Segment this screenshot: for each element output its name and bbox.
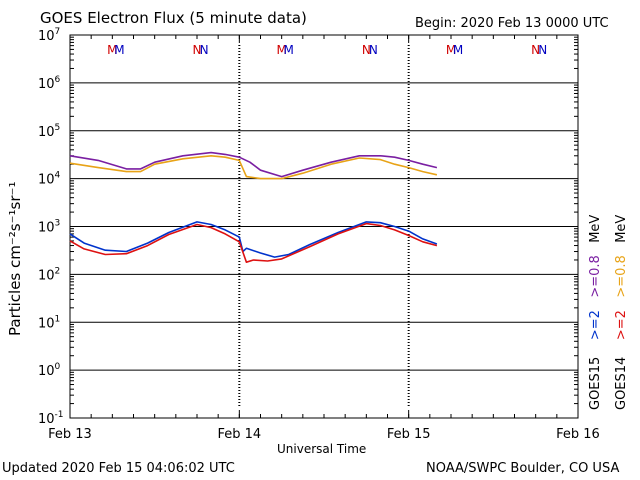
- y-tick-label: 104: [38, 171, 61, 188]
- y-tick-label: 100: [38, 362, 61, 379]
- marker-label: M: [453, 43, 463, 57]
- marker-label: M: [284, 43, 294, 57]
- y-tick-base: 10: [38, 268, 55, 283]
- x-tick-label: Feb 14: [217, 427, 261, 442]
- y-tick-label: 102: [38, 266, 60, 283]
- legend-goes15-08mev: >=0.8: [588, 255, 603, 298]
- legend-goes14-08mev: >=0.8: [614, 255, 629, 298]
- y-tick-label: 107: [38, 27, 60, 44]
- updated-timestamp: Updated 2020 Feb 15 04:06:02 UTC: [2, 461, 235, 476]
- y-tick-exponent: 7: [55, 27, 61, 37]
- y-tick-base: 10: [38, 221, 55, 236]
- x-tick-label: Feb 16: [556, 427, 600, 442]
- marker-label: M: [114, 43, 124, 57]
- marker-label: N: [531, 43, 540, 57]
- x-axis-label: Universal Time: [277, 442, 367, 456]
- y-tick-exponent: 2: [55, 266, 61, 276]
- series-line: [69, 222, 438, 264]
- y-tick-exponent: 5: [55, 123, 61, 133]
- y-tick-exponent: 0: [55, 362, 61, 372]
- marker-label: N: [193, 43, 202, 57]
- y-tick-exponent: 3: [55, 219, 61, 229]
- y-tick-exponent: 1: [55, 314, 61, 324]
- y-tick-exponent: 6: [55, 75, 61, 85]
- marker-label: N: [200, 43, 209, 57]
- y-tick-label: 103: [38, 219, 60, 236]
- series-line: [69, 155, 438, 180]
- y-tick-base: 10: [38, 412, 55, 427]
- y-tick-base: 10: [38, 125, 55, 140]
- y-tick-label: 10-1: [38, 410, 64, 427]
- y-tick-exponent: -1: [55, 410, 64, 420]
- marker-label: N: [362, 43, 371, 57]
- legend-goes14: GOES14 >=2 >=0.8 MeV: [614, 215, 629, 410]
- y-tick-base: 10: [38, 364, 55, 379]
- legend-goes15: GOES15 >=2 >=0.8 MeV: [588, 215, 603, 410]
- legend-goes14-unit: MeV: [614, 214, 629, 243]
- series-line: [69, 221, 438, 258]
- y-tick-base: 10: [38, 77, 55, 92]
- y-tick-base: 10: [38, 316, 55, 331]
- marker-label: M: [276, 43, 286, 57]
- x-tick-label: Feb 15: [387, 427, 431, 442]
- series-line: [69, 151, 438, 178]
- y-tick-label: 106: [38, 75, 61, 92]
- source-credit: NOAA/SWPC Boulder, CO USA: [426, 461, 620, 476]
- chart-title: GOES Electron Flux (5 minute data): [40, 9, 307, 27]
- legend-goes15-2mev: >=2: [588, 310, 603, 341]
- legend-goes15-unit: MeV: [588, 214, 603, 243]
- legend-goes15-label: GOES15: [588, 356, 603, 410]
- legend-goes14-label: GOES14: [614, 356, 629, 410]
- y-tick-label: 101: [38, 314, 60, 331]
- y-tick-exponent: 4: [55, 171, 61, 181]
- marker-label: M: [107, 43, 117, 57]
- marker-label: M: [446, 43, 456, 57]
- x-tick-label: Feb 13: [48, 427, 92, 442]
- y-axis-label: Particles cm⁻²s⁻¹sr⁻¹: [6, 181, 24, 336]
- marker-label: N: [538, 43, 547, 57]
- y-tick-label: 105: [38, 123, 60, 140]
- chart-subtitle: Begin: 2020 Feb 13 0000 UTC: [415, 16, 609, 31]
- y-tick-base: 10: [38, 173, 55, 188]
- legend-goes14-2mev: >=2: [614, 310, 629, 341]
- y-tick-base: 10: [38, 29, 55, 44]
- marker-label: N: [369, 43, 378, 57]
